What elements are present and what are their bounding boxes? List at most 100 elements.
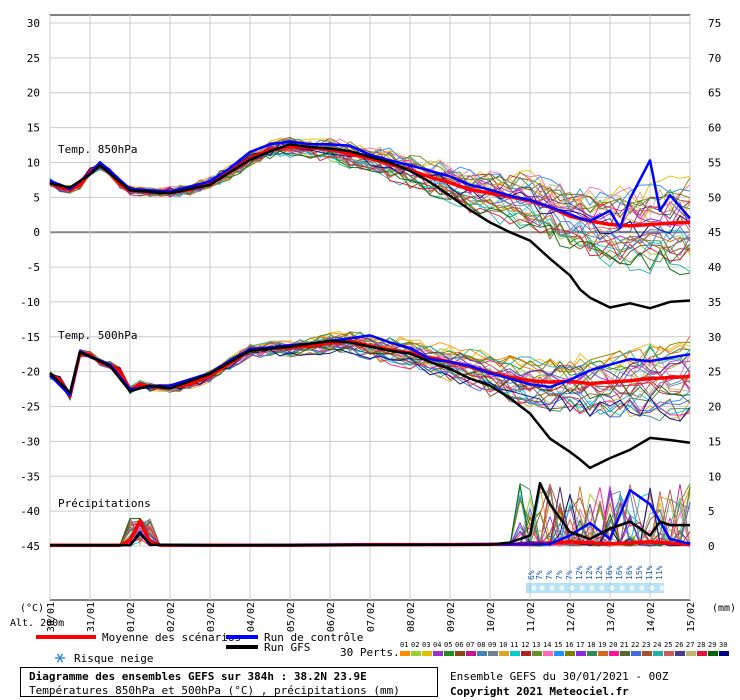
member-legend-label: 27 [686,641,694,649]
date-tick-label: 07/02 [366,602,377,632]
member-legend-swatch [576,651,586,656]
member-legend-label: 02 [411,641,419,649]
altitude-label: Alt. 200m [10,618,64,629]
snow-risk-band: 6% 7% 7% 7% 7% 12% 12% 12% 16% 16% 16% 15% 11% 11% [526,565,665,593]
member-line-26-t500 [49,336,691,395]
footer-title: Diagramme des ensembles GEFS sur 384h : … [29,670,367,683]
member-legend-swatch [653,651,663,656]
snowflake-icon [649,585,655,591]
snow-probability-label: 15% [635,565,644,580]
series-control-t500 [49,334,691,397]
left-tick-label: 15 [27,122,40,135]
snowflake-icon [549,585,555,591]
member-legend-label: 16 [565,641,573,649]
date-tick-label: 03/02 [206,602,217,632]
snowflake-icon [639,585,645,591]
member-legend-label: 14 [543,641,551,649]
member-legend-label: 18 [587,641,595,649]
member-legend-swatch [477,651,487,656]
member-legend-swatch [532,651,542,656]
legend-snow-risk-label: Risque neige [74,652,153,665]
right-axis-unit: (mm) [712,603,736,614]
member-legend-label: 12 [521,641,529,649]
date-tick-label: 01/02 [126,602,137,632]
snow-probability-label: 6% [527,570,536,580]
date-tick-label: 13/02 [606,602,617,632]
right-tick-label: 0 [708,540,715,553]
right-tick-label: 25 [708,366,721,379]
series-gfs-t500 [49,339,691,470]
left-tick-label: -10 [20,296,40,309]
left-tick-label: 30 [27,17,40,30]
snowflake-icon [609,585,615,591]
date-tick-label: 05/02 [286,602,297,632]
member-legend-label: 25 [664,641,672,649]
right-tick-label: 45 [708,226,721,239]
snow-probability-label: 12% [585,565,594,580]
left-tick-label: -25 [20,401,40,414]
member-line-25-t850 [49,141,691,232]
snow-probability-label: 16% [615,565,624,580]
member-legend-label: 28 [697,641,705,649]
snow-probability-label: 11% [645,565,654,580]
left-axis-unit: (°C) [20,603,44,614]
member-legend-swatch [444,651,454,656]
right-tick-label: 35 [708,296,721,309]
panel-label-t500: Temp. 500hPa [58,329,137,342]
snowflake-icon [539,585,545,591]
date-tick-label: 12/02 [566,602,577,632]
member-legend-label: 07 [466,641,474,649]
member-legend-label: 13 [532,641,540,649]
date-tick-label: 30/01 [46,602,57,632]
member-legend-label: 24 [653,641,661,649]
snow-probability-label: 16% [625,565,634,580]
member-legend-label: 08 [477,641,485,649]
left-tick-label: 20 [27,87,40,100]
member-legend-label: 05 [444,641,452,649]
member-legend-label: 20 [609,641,617,649]
snow-probability-label: 12% [595,565,604,580]
footer-box: Diagramme des ensembles GEFS sur 384h : … [20,667,438,697]
member-legend-swatch [455,651,465,656]
legend-mean-label: Moyenne des scénarios [102,631,241,644]
legend-perturbations-label: 30 Perts. [340,646,400,659]
member-legend-swatch [609,651,619,656]
right-tick-label: 30 [708,331,721,344]
date-tick-label: 02/02 [166,602,177,632]
snowflake-icon [559,585,565,591]
date-tick-label: 10/02 [486,602,497,632]
member-line-10-t500 [49,342,691,420]
series-gfs-precip [50,481,690,547]
snow-probability-label: 7% [535,570,544,580]
member-legend-label: 15 [554,641,562,649]
member-legend-swatch [565,651,575,656]
left-tick-label: -35 [20,470,40,483]
date-tick-label: 06/02 [326,602,337,632]
member-legend-swatch [433,651,443,656]
member-legend-swatch [719,651,729,656]
member-line-29-t500 [49,343,691,401]
member-legend-swatch [466,651,476,656]
left-tick-label: -15 [20,331,40,344]
panel-label-precip: Précipitations [58,497,151,510]
snow-probability-label: 7% [545,570,554,580]
member-legend-label: 01 [400,641,408,649]
snowflake-icon [629,585,635,591]
member-legend-swatch [631,651,641,656]
left-tick-label: 5 [33,191,40,204]
member-legend-label: 21 [620,641,628,649]
member-legend-label: 06 [455,641,463,649]
member-legend-label: 09 [488,641,496,649]
left-tick-label: 10 [27,156,40,169]
snowflake-icon [55,653,65,663]
left-tick-label: 0 [33,226,40,239]
member-legend-swatch [686,651,696,656]
member-legend-label: 11 [510,641,518,649]
date-tick-label: 14/02 [646,602,657,632]
member-legend-swatch [708,651,718,656]
member-legend-swatch [543,651,553,656]
snowflake-icon [659,585,665,591]
snow-probability-label: 7% [565,570,574,580]
